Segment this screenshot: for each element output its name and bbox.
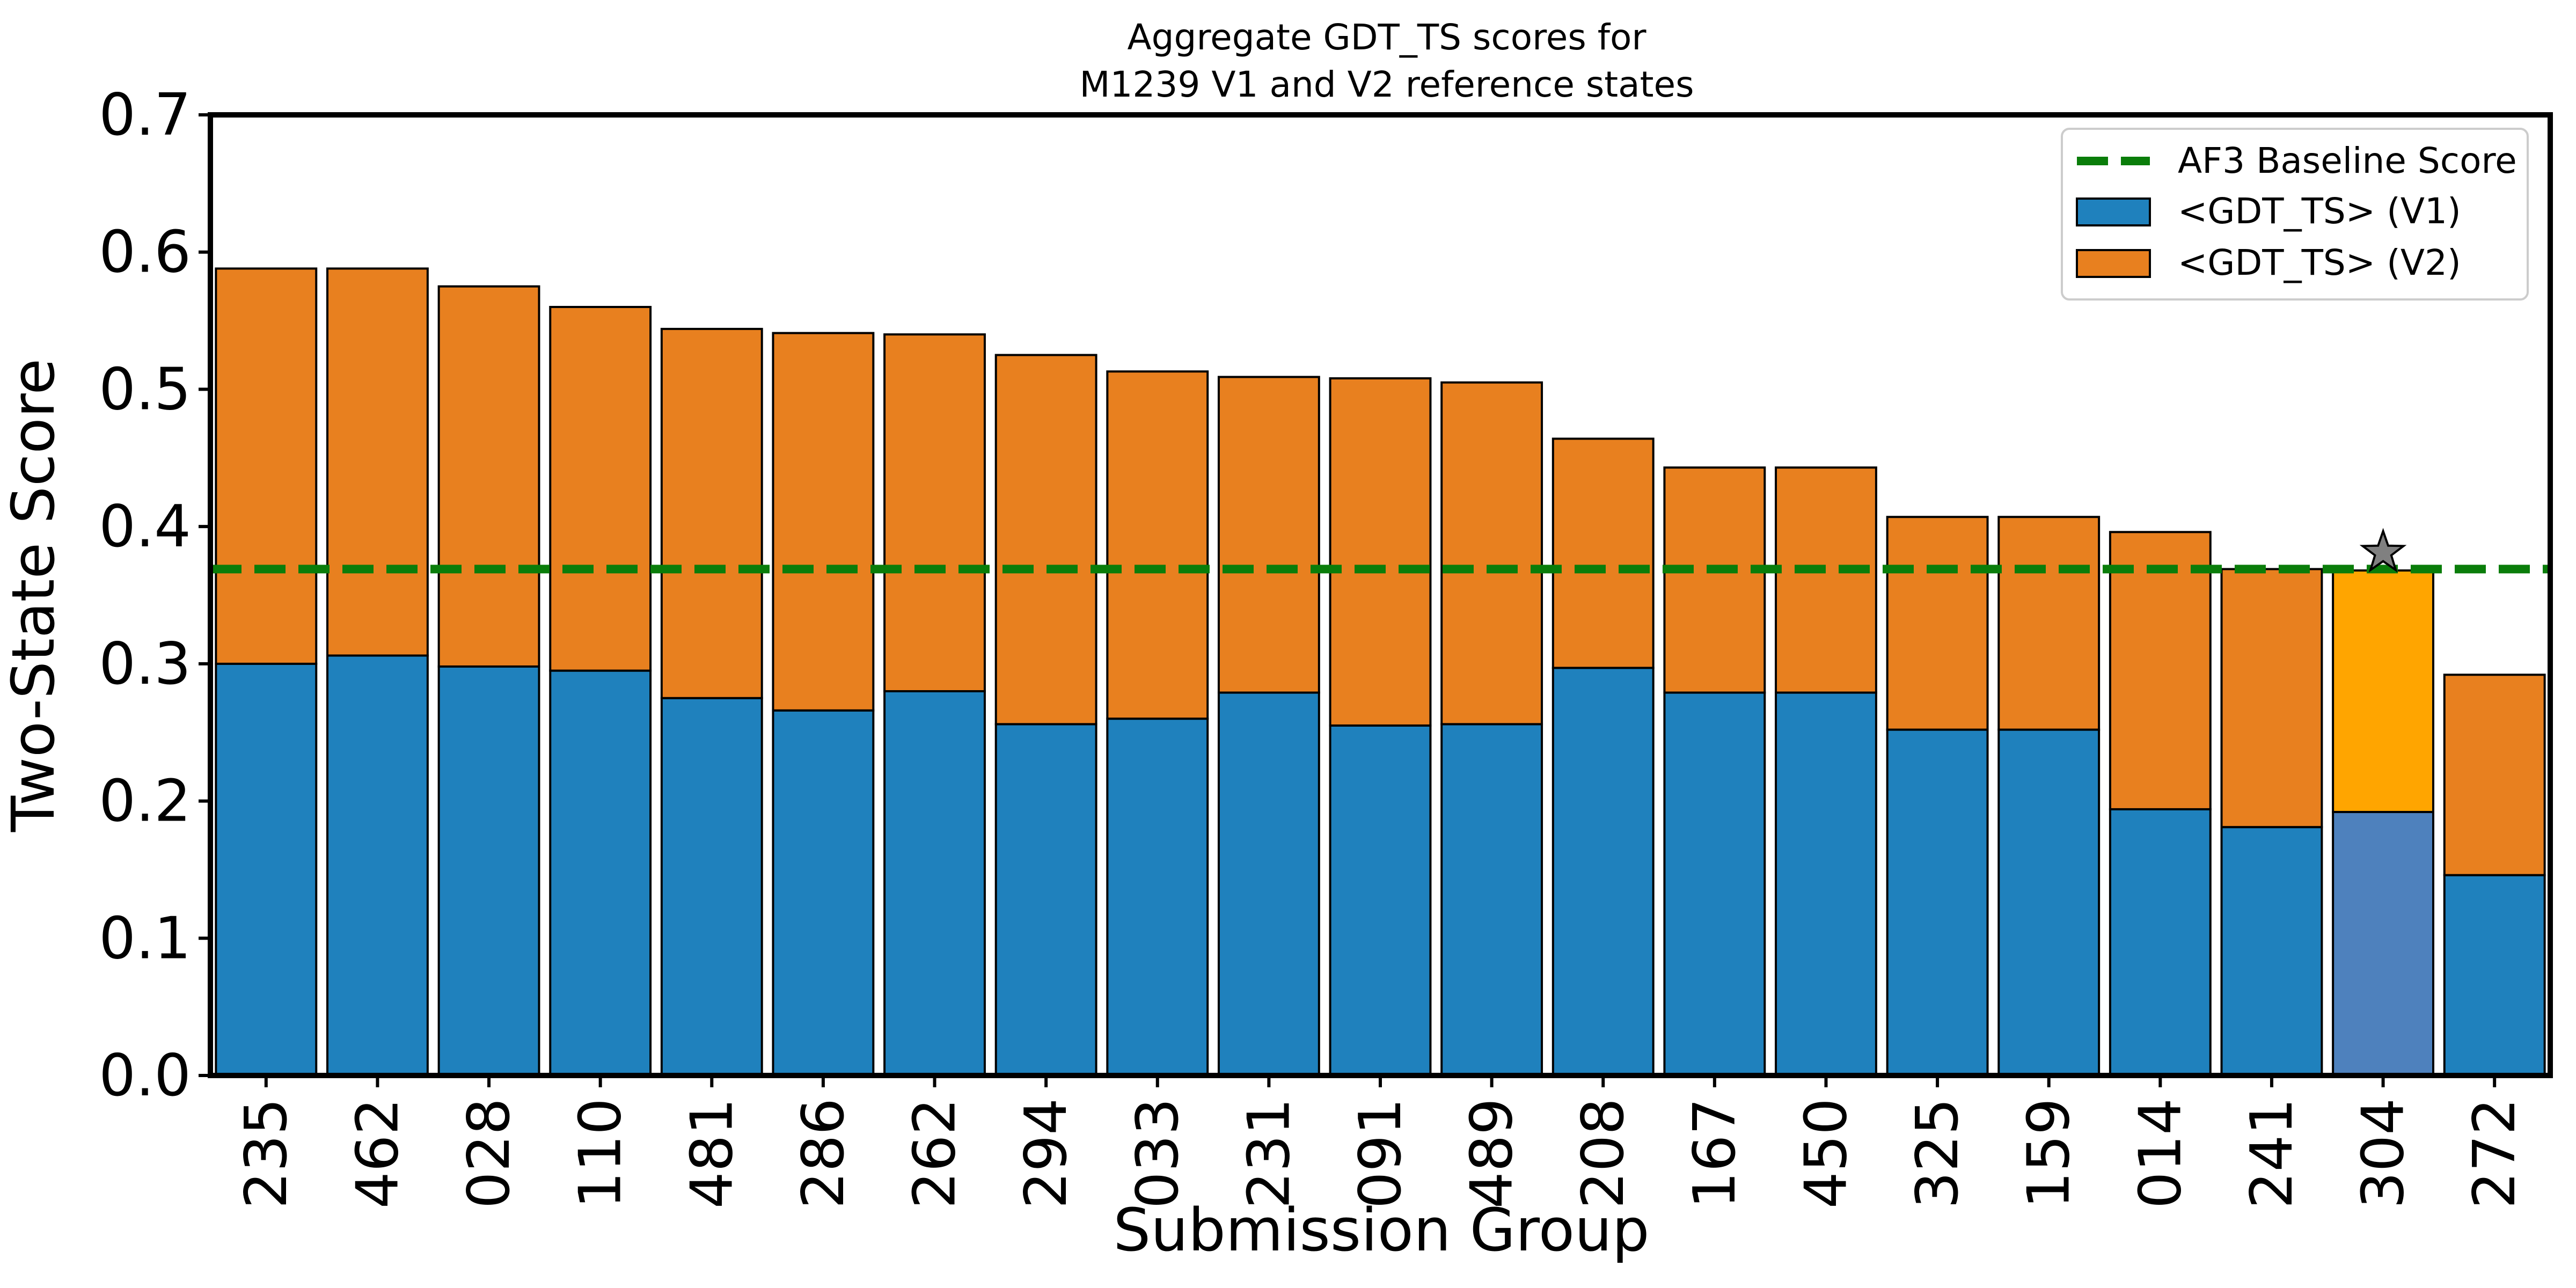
x-axis-label: Submission Group <box>1113 1196 1649 1264</box>
x-tick-label: 033 <box>1124 1098 1191 1209</box>
bar-v2-091 <box>1329 377 1432 727</box>
bar-v1-481 <box>660 697 763 1077</box>
bar-v1-450 <box>1775 691 1877 1077</box>
bar-v1-325 <box>1886 728 1989 1077</box>
bar-v2-028 <box>437 285 540 668</box>
bar-v1-272 <box>2443 874 2546 1077</box>
bar-v1-208 <box>1552 667 1655 1077</box>
y-axis: 0.0 0.1 0.2 0.3 0.4 0.5 0.6 0.7 <box>99 82 210 1109</box>
plot-frame <box>208 112 2553 1078</box>
bar-v2-208 <box>1552 437 1655 669</box>
x-tick-label: 110 <box>567 1098 634 1209</box>
legend-swatch-1 <box>2076 197 2151 226</box>
bar-v1-241 <box>2220 826 2323 1077</box>
bar-v2-272 <box>2443 674 2546 876</box>
bar-v2-481 <box>660 327 763 699</box>
x-tick-label: 294 <box>1013 1098 1080 1209</box>
bar-v2-325 <box>1886 516 1989 731</box>
bar-v2-231 <box>1217 376 1320 694</box>
bar-v2-241 <box>2220 568 2323 829</box>
y-tick-label: 0.2 <box>99 768 191 835</box>
x-tick-label: 231 <box>1235 1098 1302 1209</box>
x-tick-label: 167 <box>1681 1098 1748 1209</box>
x-tick-label: 262 <box>902 1098 969 1209</box>
x-tick-label: 241 <box>2238 1098 2306 1209</box>
legend-label-2: <GDT_TS> (V2) <box>2178 242 2461 283</box>
legend-baseline-label: AF3 Baseline Score <box>2178 140 2517 181</box>
x-tick-label: 272 <box>2461 1098 2528 1209</box>
bar-v1-159 <box>1997 728 2101 1077</box>
baseline-group <box>210 528 2550 574</box>
bar-v2-235 <box>215 267 318 665</box>
bar-v1-489 <box>1440 723 1543 1077</box>
x-tick-label: 325 <box>1904 1098 1971 1209</box>
x-tick-label: 159 <box>2016 1098 2083 1209</box>
x-tick-label: 450 <box>1792 1098 1860 1209</box>
bar-v1-235 <box>215 662 318 1077</box>
bars-group <box>215 267 2546 1077</box>
bar-v2-014 <box>2109 531 2212 810</box>
y-tick-label: 0.3 <box>99 631 191 698</box>
legend: AF3 Baseline Score <GDT_TS> (V1) <GDT_TS> … <box>2061 128 2529 301</box>
bar-v1-110 <box>549 669 652 1077</box>
y-tick-label: 0.0 <box>99 1042 191 1109</box>
legend-swatch-2 <box>2076 249 2151 278</box>
bar-v2-304 <box>2332 569 2435 814</box>
bar-v1-033 <box>1106 718 1209 1077</box>
x-tick-label: 014 <box>2127 1098 2194 1209</box>
y-tick-label: 0.6 <box>99 219 191 286</box>
star-icon <box>2359 528 2407 573</box>
bar-v1-014 <box>2109 808 2212 1077</box>
x-tick-label: 208 <box>1570 1098 1637 1209</box>
bar-v1-294 <box>994 723 1097 1077</box>
bar-v2-110 <box>549 306 652 672</box>
x-axis: 235 462 028 110 481 286 262 294 033 231 091 489 208 1… <box>233 1075 2528 1209</box>
x-tick-label: 304 <box>2350 1098 2417 1209</box>
bar-v2-450 <box>1775 466 1877 694</box>
bar-v2-294 <box>994 354 1097 726</box>
bar-v2-286 <box>772 332 875 712</box>
chart-title-line-2: M1239 V1 and V2 reference states <box>1080 64 1694 105</box>
y-tick-label: 0.7 <box>99 82 191 149</box>
x-tick-label: 091 <box>1347 1098 1414 1209</box>
chart-title-line-1: Aggregate GDT_TS scores for <box>1128 17 1647 58</box>
x-tick-label: 028 <box>456 1098 523 1209</box>
y-axis-label: Two-State Score <box>0 358 68 832</box>
bar-v2-262 <box>883 333 986 692</box>
bar-v1-462 <box>326 654 429 1077</box>
x-tick-label: 462 <box>344 1098 411 1209</box>
legend-label-1: <GDT_TS> (V1) <box>2178 191 2461 232</box>
bar-v2-167 <box>1663 466 1766 694</box>
bar-v1-091 <box>1329 724 1432 1077</box>
bar-v1-231 <box>1217 691 1320 1077</box>
bar-v1-304 <box>2332 811 2435 1077</box>
x-tick-label: 481 <box>678 1098 745 1209</box>
x-tick-label: 489 <box>1459 1098 1526 1209</box>
bar-v1-167 <box>1663 691 1766 1077</box>
bar-v2-159 <box>1997 516 2101 731</box>
y-tick-label: 0.5 <box>99 356 191 423</box>
y-tick-label: 0.4 <box>99 493 191 560</box>
bar-v1-028 <box>437 665 540 1077</box>
bar-v1-262 <box>883 690 986 1077</box>
bar-v1-286 <box>772 709 875 1077</box>
x-tick-label: 235 <box>233 1098 300 1209</box>
x-tick-label: 286 <box>790 1098 857 1209</box>
bar-v2-033 <box>1106 370 1209 720</box>
bar-v2-462 <box>326 267 429 657</box>
bar-v2-489 <box>1440 381 1543 726</box>
legend-box <box>2061 128 2529 301</box>
y-tick-label: 0.1 <box>99 905 191 972</box>
